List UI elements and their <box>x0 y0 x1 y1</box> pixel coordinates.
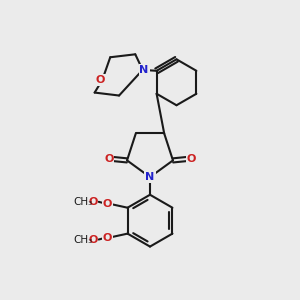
Text: O: O <box>187 154 196 164</box>
Text: O: O <box>103 199 112 208</box>
Text: CH₃: CH₃ <box>74 235 93 244</box>
Text: O: O <box>104 154 113 164</box>
Text: O: O <box>88 197 98 207</box>
Text: N: N <box>140 65 149 75</box>
Text: O: O <box>88 235 98 244</box>
Text: O: O <box>95 75 105 85</box>
Text: N: N <box>146 172 154 182</box>
Text: O: O <box>103 233 112 243</box>
Text: CH₃: CH₃ <box>74 197 93 207</box>
